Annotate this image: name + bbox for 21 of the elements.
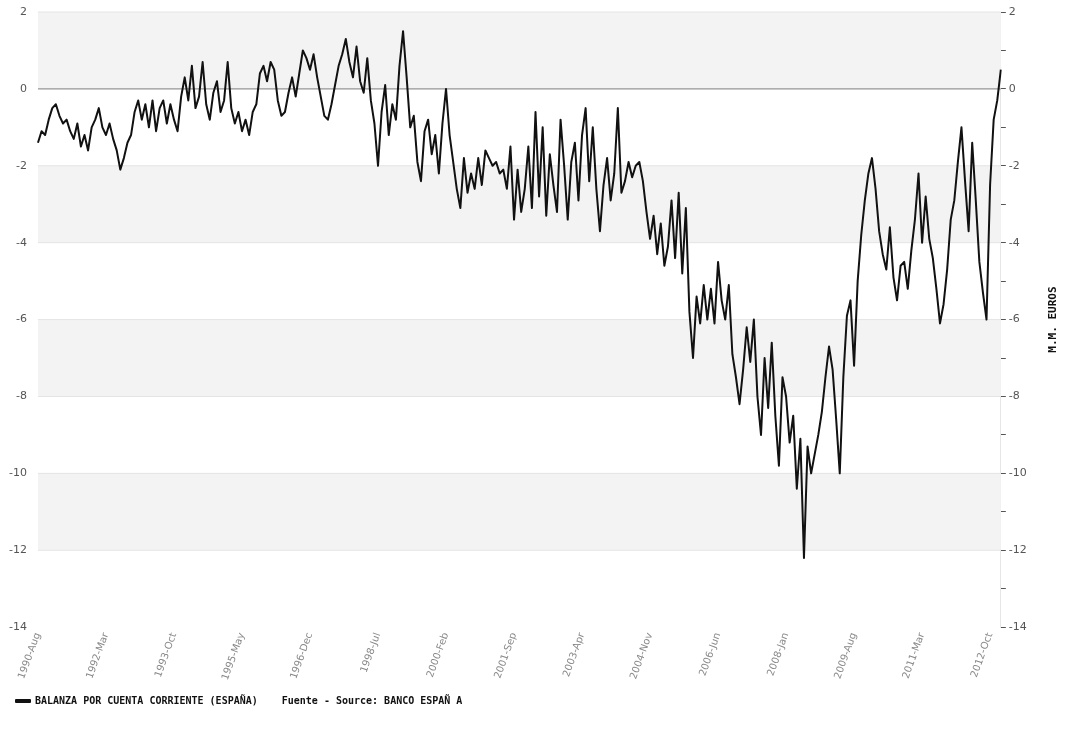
y2-tick-label: 0 [19, 81, 27, 95]
y-axis-title: M.M. EUROS [1045, 286, 1059, 353]
y-tick-label: -14 [1008, 620, 1027, 634]
y-tick-label: -2 [1008, 158, 1020, 172]
y-tick-label: 2 [1008, 4, 1016, 18]
legend-label: BALANZA POR CUENTA CORRIENTE (ESPAÑA) [35, 693, 258, 706]
source-note: Fuente - Source: BANCO ESPAÑ A [281, 693, 463, 706]
y-tick-label: -12 [1008, 543, 1027, 557]
y2-tick-label: -12 [9, 543, 27, 557]
y-tick-label: -4 [1008, 235, 1020, 249]
y2-tick-label: -10 [9, 466, 27, 480]
y2-tick-label: -14 [9, 620, 27, 634]
y-tick-label: -6 [1008, 312, 1020, 326]
y2-tick-label: -2 [16, 158, 27, 172]
y2-tick-label: -8 [16, 389, 27, 403]
y-tick-label: 0 [1008, 81, 1016, 95]
y2-tick-label: -6 [16, 312, 27, 326]
y-tick-label: -10 [1008, 466, 1027, 480]
y2-tick-label: 2 [19, 4, 27, 18]
y2-tick-label: -4 [16, 235, 27, 249]
y-tick-label: -8 [1008, 389, 1020, 403]
